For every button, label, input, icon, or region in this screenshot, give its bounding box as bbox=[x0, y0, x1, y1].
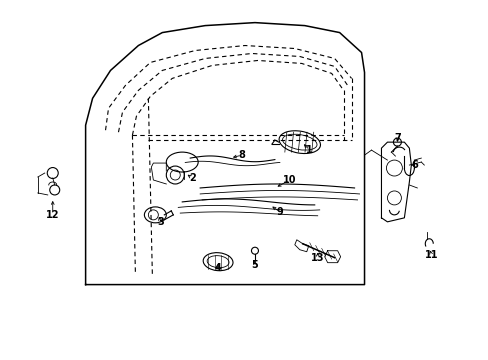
Text: 11: 11 bbox=[424, 250, 437, 260]
Text: 9: 9 bbox=[276, 207, 283, 217]
Text: 1: 1 bbox=[306, 145, 312, 155]
Text: 4: 4 bbox=[214, 263, 221, 273]
Text: 8: 8 bbox=[238, 150, 245, 160]
Text: 12: 12 bbox=[46, 210, 60, 220]
Text: 5: 5 bbox=[251, 260, 258, 270]
Text: 10: 10 bbox=[283, 175, 296, 185]
Text: 7: 7 bbox=[393, 133, 400, 143]
Text: 6: 6 bbox=[410, 160, 417, 170]
Text: 3: 3 bbox=[157, 217, 163, 227]
Text: 13: 13 bbox=[310, 253, 324, 263]
Text: 2: 2 bbox=[188, 173, 195, 183]
